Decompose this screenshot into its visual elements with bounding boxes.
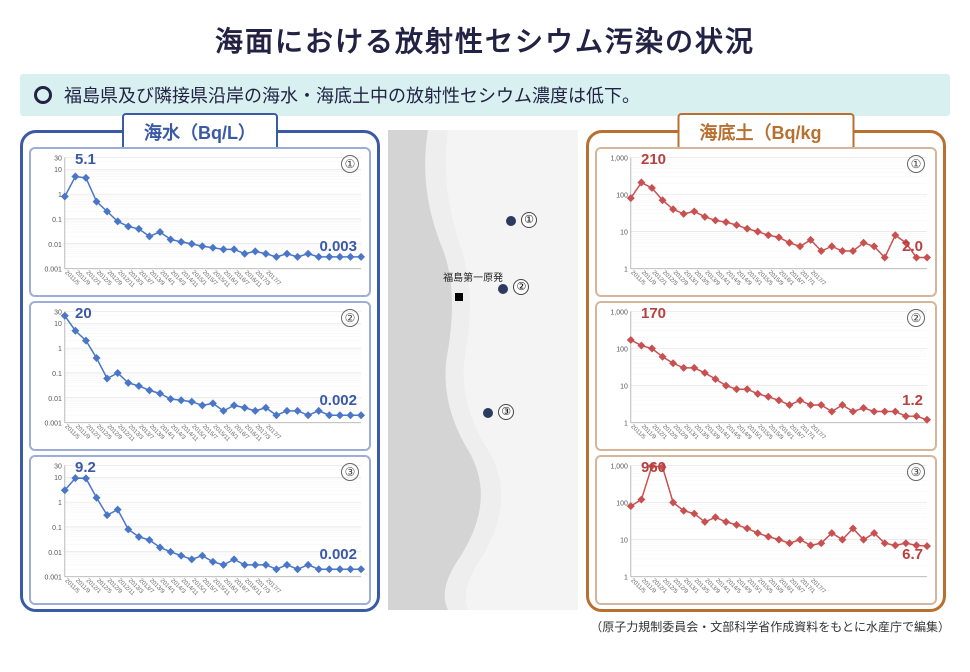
start-value-label: 960 (641, 459, 666, 476)
start-value-label: 210 (641, 151, 666, 168)
subtitle-text: 福島県及び隣接県沿岸の海水・海底土中の放射性セシウム濃度は低下。 (64, 82, 640, 108)
content-row: 海水（Bq/L） 0.0010.010.1110302011/52011/920… (20, 130, 950, 612)
seabed-chart-stack: 1101001,0002011/52011/92012/12012/52012/… (595, 147, 937, 605)
svg-text:1: 1 (58, 192, 62, 199)
bullet-ring-icon (34, 86, 52, 104)
svg-text:1: 1 (624, 575, 628, 582)
end-value-label: 6.7 (902, 546, 923, 563)
seabed-panel: 海底土（Bq/kg乾土） 1101001,0002011/52011/92012… (586, 130, 946, 612)
svg-text:100: 100 (616, 500, 628, 507)
end-value-label: 0.003 (319, 238, 357, 255)
svg-text:10: 10 (620, 384, 628, 391)
svg-text:1,000: 1,000 (610, 309, 628, 316)
location-map: ①②③福島第一原発 (388, 130, 578, 610)
seabed-chart-3: 1101001,0002011/52011/92012/12012/52012/… (595, 455, 937, 605)
start-value-label: 20 (75, 305, 92, 322)
svg-text:0.1: 0.1 (52, 525, 62, 532)
seawater-panel-label: 海水（Bq/L） (122, 113, 278, 151)
page-title: 海面における放射性セシウム汚染の状況 (20, 20, 950, 60)
seawater-chart-2: 0.0010.010.1110302011/52011/92012/12012/… (29, 301, 371, 451)
svg-text:1,000: 1,000 (610, 463, 628, 470)
chart-index-badge: ③ (341, 463, 359, 481)
svg-text:0.01: 0.01 (48, 550, 62, 557)
start-value-label: 170 (641, 305, 666, 322)
svg-text:1: 1 (58, 346, 62, 353)
seawater-panel: 海水（Bq/L） 0.0010.010.1110302011/52011/920… (20, 130, 380, 612)
svg-text:10: 10 (54, 475, 62, 482)
map-point-label: ③ (498, 404, 514, 420)
seabed-chart-2: 1101001,0002011/52011/92012/12012/52012/… (595, 301, 937, 451)
chart-index-badge: ① (341, 155, 359, 173)
footnote: （原子力規制委員会・文部科学省作成資料をもとに水産庁で編集） (20, 618, 950, 635)
svg-text:30: 30 (54, 463, 62, 470)
start-value-label: 9.2 (75, 459, 96, 476)
svg-text:1,000: 1,000 (610, 155, 628, 162)
svg-text:100: 100 (616, 192, 628, 199)
map-site-label: 福島第一原発 (443, 269, 503, 284)
seawater-chart-1: 0.0010.010.1110302011/52011/92012/12012/… (29, 147, 371, 297)
end-value-label: 0.002 (319, 392, 357, 409)
chart-index-badge: ③ (907, 463, 925, 481)
svg-text:30: 30 (54, 309, 62, 316)
map-site-marker (455, 293, 463, 301)
seawater-chart-3: 0.0010.010.1110302011/52011/92012/12012/… (29, 455, 371, 605)
svg-text:10: 10 (620, 230, 628, 237)
svg-text:0.01: 0.01 (48, 242, 62, 249)
chart-index-badge: ② (341, 309, 359, 327)
chart-index-badge: ① (907, 155, 925, 173)
map-point-label: ① (521, 212, 537, 228)
svg-text:0.001: 0.001 (44, 267, 62, 274)
chart-index-badge: ② (907, 309, 925, 327)
svg-text:0.1: 0.1 (52, 371, 62, 378)
svg-text:30: 30 (54, 155, 62, 162)
svg-text:0.001: 0.001 (44, 421, 62, 428)
svg-text:1: 1 (624, 421, 628, 428)
svg-text:0.01: 0.01 (48, 396, 62, 403)
end-value-label: 0.002 (319, 546, 357, 563)
svg-text:0.001: 0.001 (44, 575, 62, 582)
map-point (498, 284, 508, 294)
svg-text:1: 1 (58, 500, 62, 507)
end-value-label: 2.0 (902, 238, 923, 255)
svg-text:100: 100 (616, 346, 628, 353)
start-value-label: 5.1 (75, 151, 96, 168)
svg-text:1: 1 (624, 267, 628, 274)
seawater-chart-stack: 0.0010.010.1110302011/52011/92012/12012/… (29, 147, 371, 605)
subtitle-bar: 福島県及び隣接県沿岸の海水・海底土中の放射性セシウム濃度は低下。 (20, 74, 950, 116)
svg-text:10: 10 (54, 167, 62, 174)
svg-text:10: 10 (620, 538, 628, 545)
seabed-chart-1: 1101001,0002011/52011/92012/12012/52012/… (595, 147, 937, 297)
svg-text:0.1: 0.1 (52, 217, 62, 224)
svg-text:10: 10 (54, 321, 62, 328)
end-value-label: 1.2 (902, 392, 923, 409)
